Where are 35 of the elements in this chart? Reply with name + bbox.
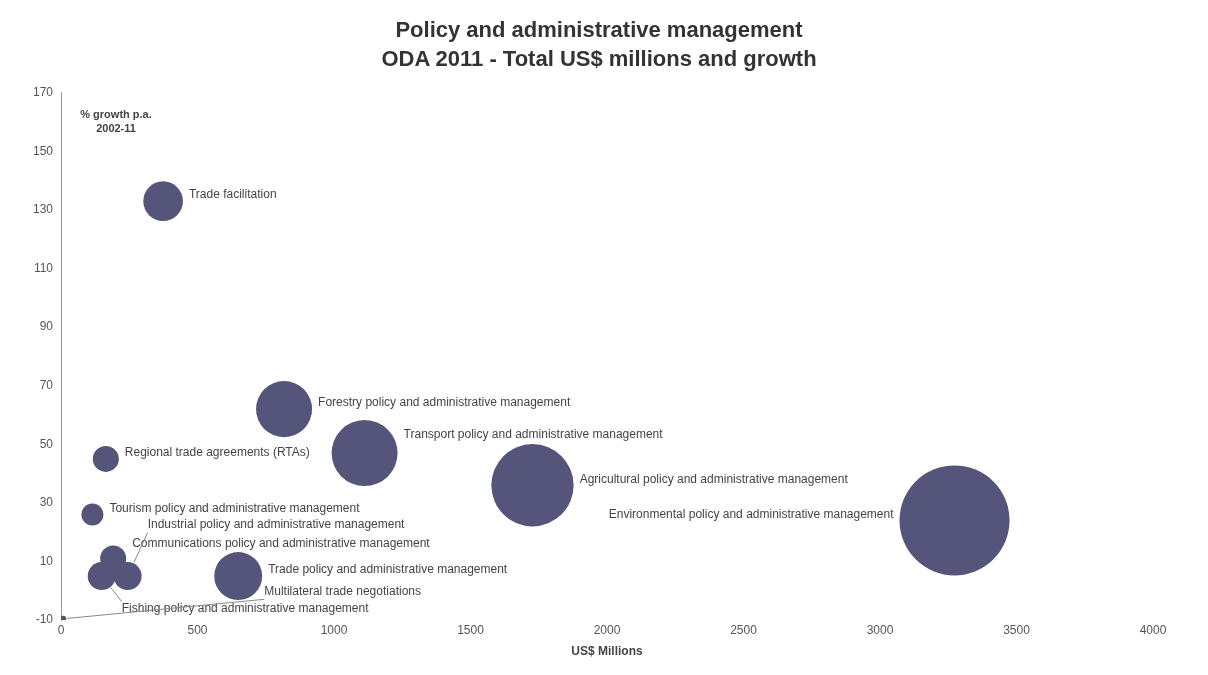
x-axis-title: US$ Millions	[571, 643, 644, 658]
y-tick-label: 90	[39, 319, 54, 334]
y-tick-label: 150	[32, 143, 54, 158]
x-tick-label: 2500	[730, 622, 758, 637]
y-tick-label: 110	[33, 260, 54, 275]
series-label: Regional trade agreements (RTAs)	[124, 445, 310, 460]
x-tick-label: 4000	[1139, 622, 1167, 637]
y-tick-label: 10	[39, 553, 54, 568]
series-label: Agricultural policy and administrative management	[579, 471, 849, 486]
y-tick-label: 170	[32, 85, 54, 100]
y-tick-label: -10	[35, 612, 54, 627]
series-label: Forestry policy and administrative management	[318, 395, 571, 410]
x-tick-label: 3000	[866, 622, 894, 637]
y-tick-label: 70	[39, 378, 54, 392]
x-tick-label: 2000	[593, 622, 621, 637]
series-label: Communications policy and administrative management	[132, 535, 431, 550]
x-tick-label: 1500	[457, 622, 485, 637]
chart-title: Policy and administrative management	[395, 17, 804, 43]
series-label: Trade policy and administrative management	[268, 562, 508, 577]
chart-subtitle: ODA 2011 - Total US$ millions and growth	[381, 45, 817, 71]
series-label: Trade facilitation	[188, 187, 277, 202]
x-tick-label: 0	[57, 622, 65, 637]
series-label: Transport policy and administrative management	[403, 427, 664, 442]
series-label: Environmental policy and administrative management	[608, 506, 895, 521]
y-tick-label: 50	[39, 436, 54, 451]
text: Industrial policy and administrative management	[147, 517, 406, 532]
x-tick-label: 500	[187, 622, 208, 637]
text: Multilateral trade negotiations	[264, 584, 421, 599]
x-tick-label: 3500	[1003, 622, 1031, 637]
series-label: Tourism policy and administrative management	[109, 500, 361, 515]
series-label: Fishing policy and administrative management	[121, 601, 370, 616]
y-tick-label: 130	[32, 202, 54, 217]
y-axis-title: % growth p.a. 2002-11	[80, 107, 152, 134]
x-tick-label: 1000	[320, 622, 348, 637]
y-tick-label: 30	[39, 495, 54, 510]
